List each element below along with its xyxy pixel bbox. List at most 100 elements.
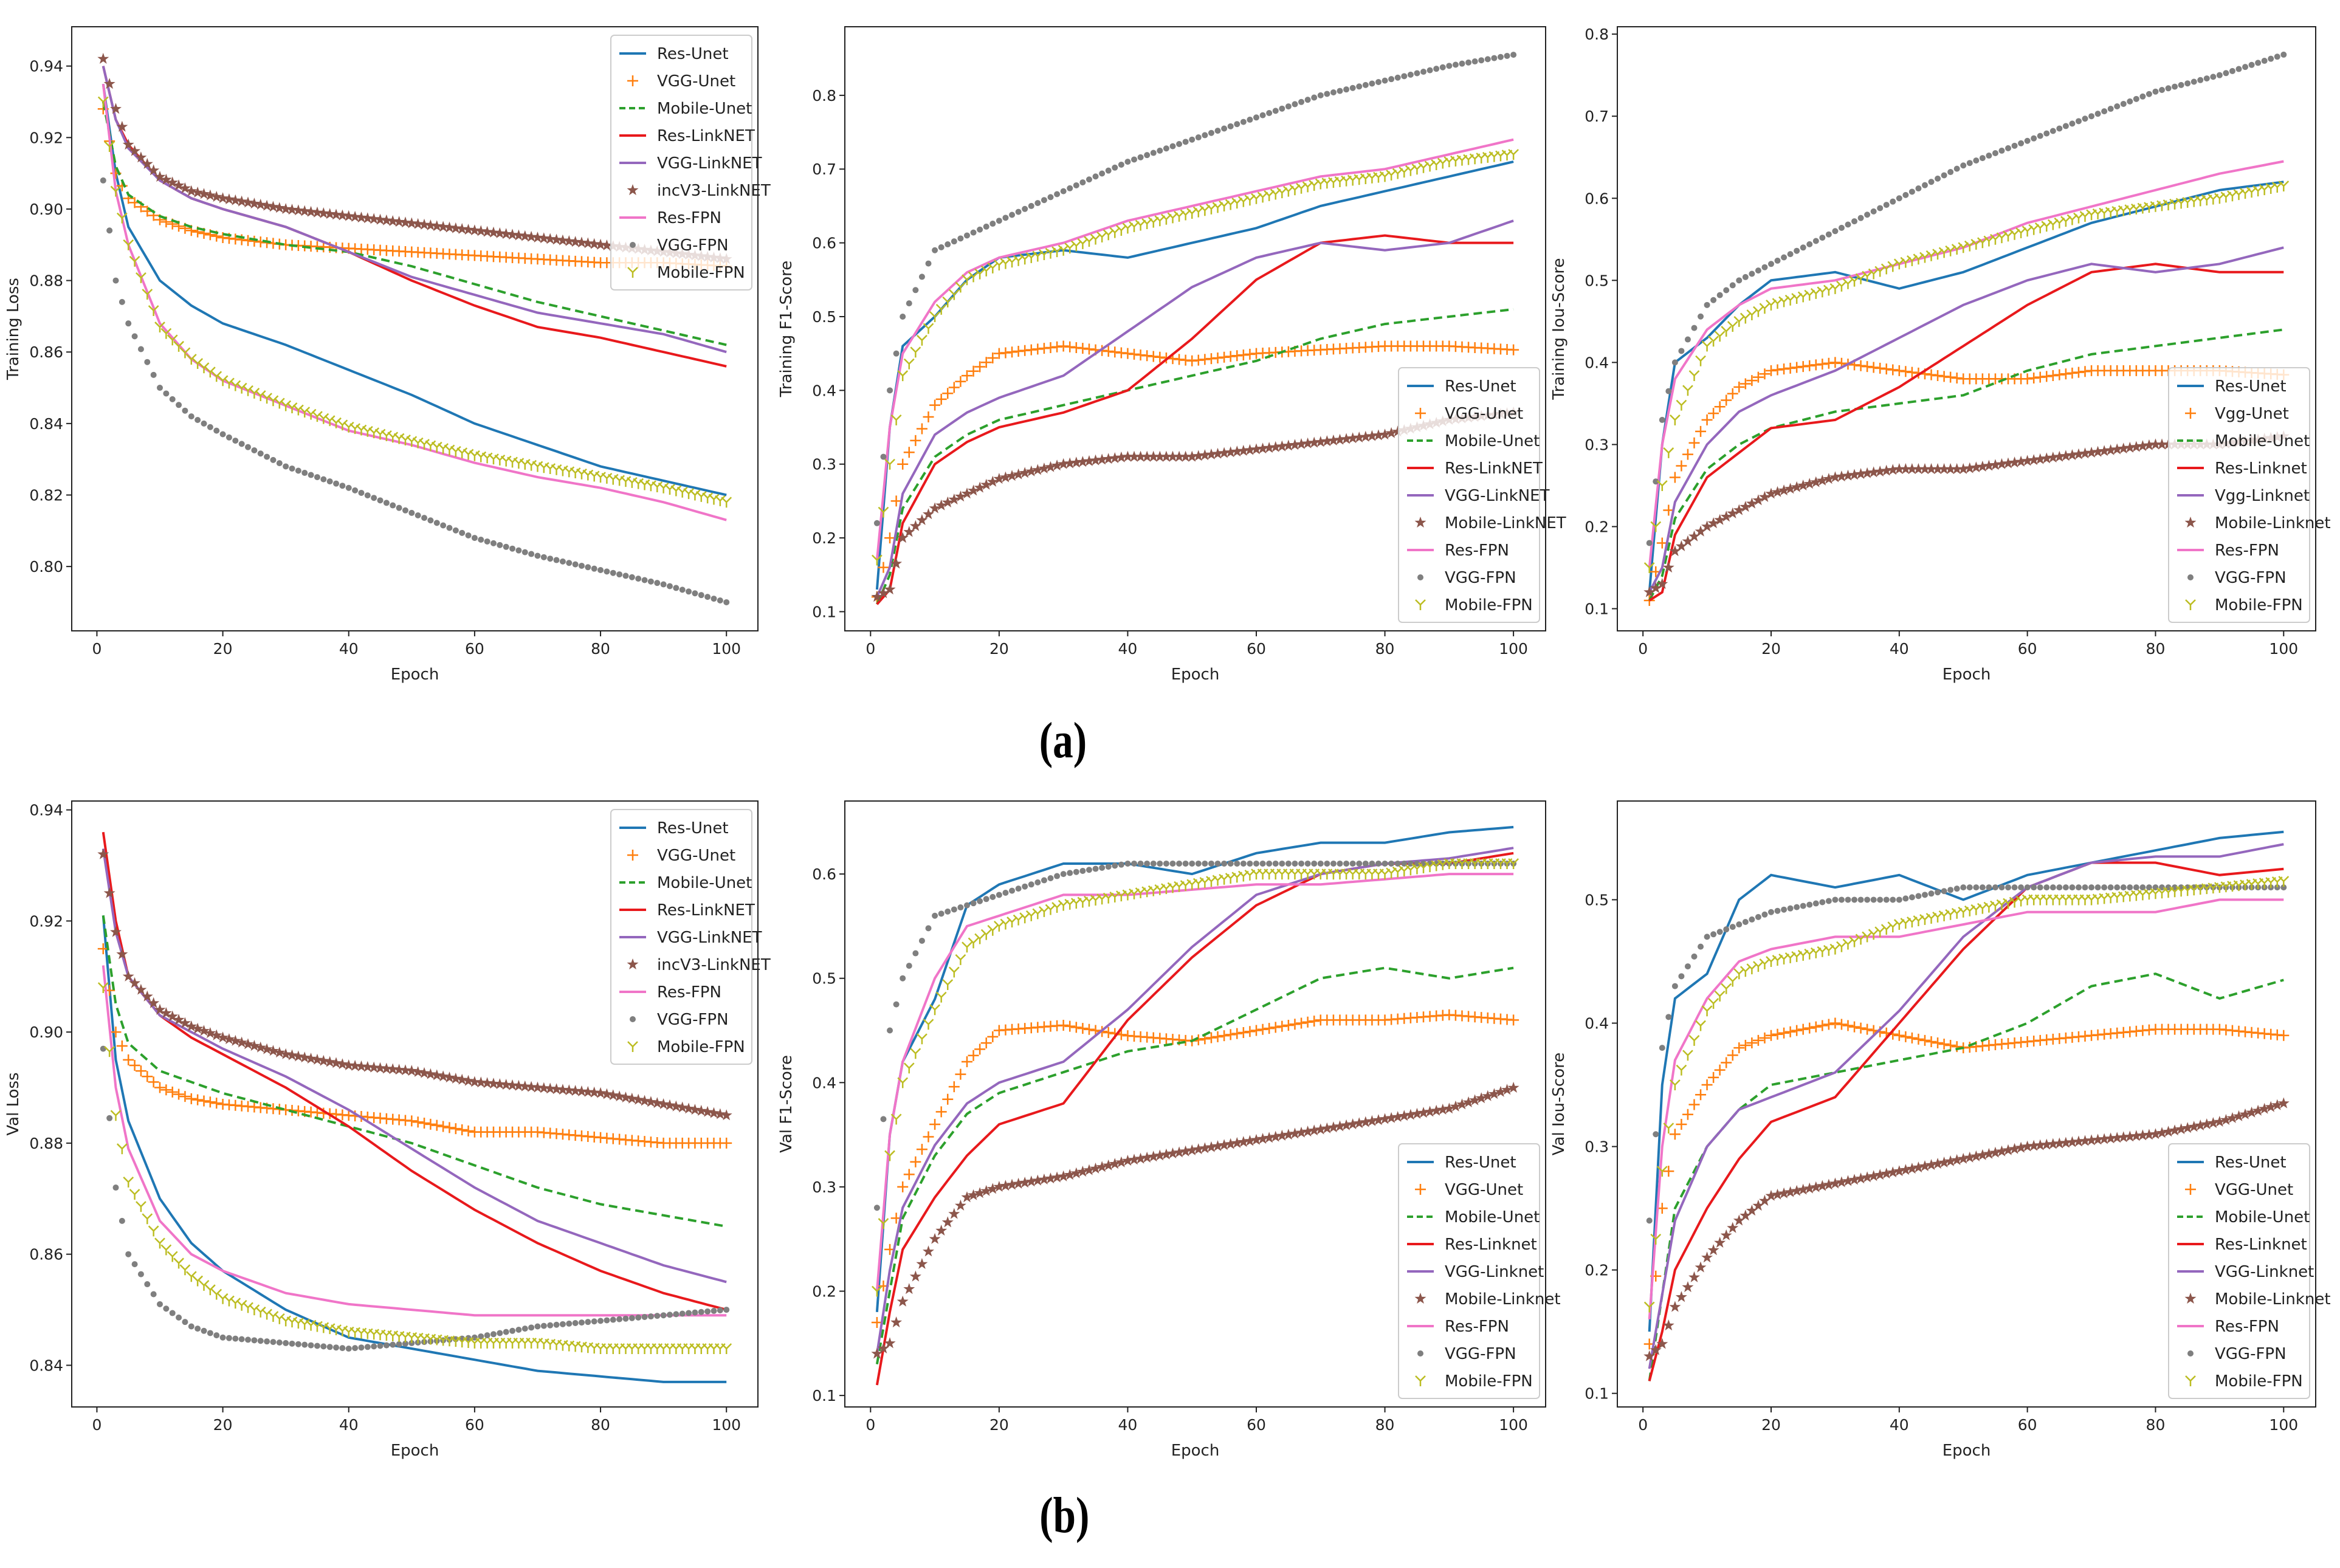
x-tick-label: 60 [1247,1416,1266,1434]
point-incv3-linknet [607,1089,619,1101]
point-vgg-fpn [572,1320,579,1327]
point-mobile-fpn [897,370,909,382]
point-vgg-unet [1938,371,1950,382]
point-vgg-fpn [478,1333,484,1339]
point-incv3-linknet [179,1017,191,1028]
point-mobile-linknet [903,1283,915,1295]
point-mobile-fpn [1032,908,1044,920]
y-tick-label: 0.2 [812,529,836,547]
point-mobile-linknet [1964,1151,1976,1163]
point-vgg-fpn [1915,893,1922,899]
point-incv3-linknet [368,213,380,224]
point-vgg-fpn [1684,963,1691,970]
point-mobile-fpn [2271,182,2283,193]
point-incv3-linknet [405,217,418,229]
point-mobile-fpn [1919,252,1930,263]
point-vgg-unet [1231,1028,1243,1039]
point-vgg-fpn [1414,70,1420,77]
point-vgg-unet [1244,1026,1256,1037]
point-mobile-fpn [1206,203,1217,215]
point-mobile-fpn [469,450,480,461]
point-mobile-linknet [2130,441,2142,452]
point-mobile-fpn [1721,983,1732,994]
point-incv3-linknet [305,1053,317,1064]
point-mobile-linknet [1855,1172,1867,1184]
point-mobile-linknet [1797,1183,1809,1195]
point-incv3-linknet [298,205,311,216]
point-vgg-fpn [610,1316,616,1323]
point-mobile-linknet [1115,451,1127,462]
series-group [1643,830,2290,1381]
y-tick-label: 0.82 [29,486,63,504]
point-vgg-fpn [717,1307,723,1313]
point-mobile-linknet [871,591,883,602]
point-vgg-fpn [692,1309,698,1316]
point-vgg-fpn [1311,860,1318,867]
point-vgg-fpn [673,1311,680,1318]
legend-item: Mobile-FPN [1415,1372,1533,1391]
point-incv3-linknet [456,1073,468,1085]
point-mobile-linknet [1868,466,1880,478]
point-mobile-linknet [1180,1145,1192,1157]
point-vgg-unet [1945,1040,1956,1051]
point-vgg-fpn [628,574,635,580]
point-vgg-fpn [1653,478,1659,485]
point-vgg-fpn [1034,200,1041,207]
point-vgg-fpn [1272,860,1279,867]
point-vgg-fpn [1426,67,1433,74]
point-vgg-fpn [1646,540,1653,546]
point-vgg-fpn [1182,860,1189,867]
point-vgg-fpn [219,1334,226,1341]
point-vgg-fpn [1375,860,1382,867]
point-incv3-linknet [444,221,455,233]
point-incv3-linknet [576,236,588,248]
point-mobile-linknet [1347,432,1359,444]
series-line-vgg-linknet [875,847,1514,1354]
point-vgg-fpn [471,535,478,542]
point-mobile-fpn [450,445,461,457]
point-mobile-linknet [1643,586,1656,597]
point-mobile-linknet [1090,454,1102,466]
point-vgg-fpn [364,1344,371,1350]
point-vgg-fpn [1272,108,1279,114]
point-vgg-fpn [1851,218,1858,225]
point-vgg-unet [1714,1064,1726,1076]
point-vgg-fpn [1388,860,1395,867]
x-tick-label: 100 [712,640,741,658]
point-mobile-linknet [1881,464,1893,476]
point-vgg-unet [1900,366,1912,377]
point-vgg-fpn [515,1326,522,1333]
point-vgg-unet [2034,371,2046,383]
point-mobile-linknet [1682,535,1694,546]
point-mobile-fpn [910,346,921,358]
point-vgg-fpn [352,1345,359,1352]
point-mobile-linknet [1360,1116,1372,1127]
point-vgg-fpn [188,1323,194,1330]
point-mobile-fpn [185,1271,197,1282]
point-incv3-linknet [286,204,298,215]
point-mobile-linknet [1115,1156,1127,1167]
point-mobile-linknet [1263,442,1275,453]
point-mobile-linknet [1810,476,1822,487]
point-mobile-fpn [1663,1123,1674,1134]
point-vgg-unet [1855,360,1867,371]
point-mobile-linknet [1225,1138,1237,1149]
point-vgg-fpn [1022,205,1028,212]
point-mobile-fpn [129,1189,140,1200]
point-mobile-fpn [1983,901,1995,913]
point-mobile-fpn [1039,249,1050,261]
point-vgg-fpn [2248,61,2255,68]
point-mobile-fpn [185,354,197,365]
legend-label: VGG-Unet [2215,1181,2293,1199]
point-mobile-linknet [2181,1122,2194,1133]
point-mobile-fpn [148,1225,159,1237]
point-mobile-fpn [601,472,613,484]
point-vgg-fpn [2159,86,2166,93]
point-mobile-fpn [2009,896,2020,908]
point-mobile-linknet [2226,1112,2238,1123]
legend-item: Res-Unet [1407,377,1516,396]
point-mobile-linknet [1167,1147,1179,1159]
point-mobile-fpn [980,929,992,940]
point-mobile-linknet [1270,1130,1282,1142]
point-vgg-fpn [1259,860,1266,867]
